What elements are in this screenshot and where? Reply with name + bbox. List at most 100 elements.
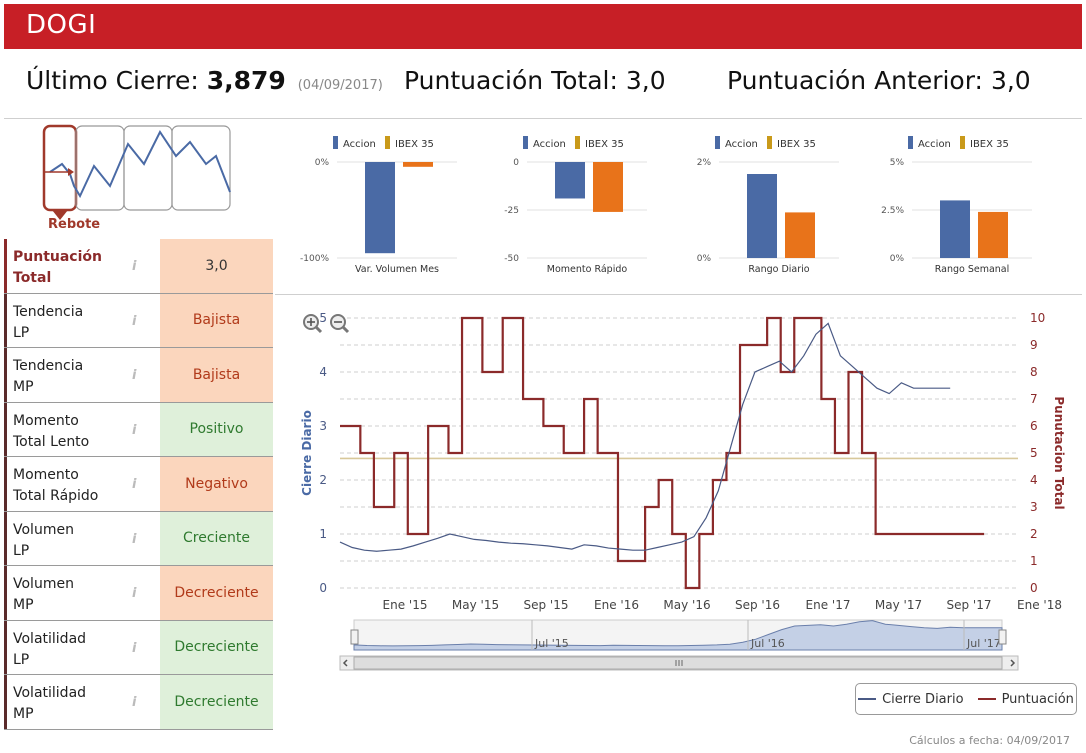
legend-swatch-score xyxy=(977,698,996,700)
indicator-label: Volumen MP xyxy=(4,566,126,620)
right-tick-label: 10 xyxy=(1030,311,1045,325)
zoom-in-icon[interactable] xyxy=(303,314,323,334)
legend-label-ibex: IBEX 35 xyxy=(395,139,434,150)
navigator-handle-left[interactable] xyxy=(350,629,359,645)
indicator-label-line2: LP xyxy=(13,651,30,668)
divider-top xyxy=(4,118,1082,119)
legend-label-ibex: IBEX 35 xyxy=(585,139,624,150)
info-icon[interactable]: i xyxy=(132,422,137,438)
info-icon[interactable]: i xyxy=(132,368,137,383)
indicator-label-line2: MP xyxy=(13,379,34,395)
indicator-row: Volumen LP i Creciente xyxy=(4,511,273,566)
mini-chart-momentum: Accion IBEX 35 0 -25 -50 Momento Rápido xyxy=(475,132,665,280)
indicator-table: Puntuación Total i 3,0 Tendencia LP i Bajista Te… xyxy=(4,239,273,730)
info-icon[interactable]: i xyxy=(132,477,137,492)
info-icon[interactable]: i xyxy=(132,640,137,656)
x-tick-label: May '15 xyxy=(452,598,499,612)
info-icon[interactable]: i xyxy=(132,259,137,274)
indicator-label: Momento Total Rápido xyxy=(4,457,126,511)
tick-label: -100% xyxy=(300,254,329,264)
right-tick-label: 5 xyxy=(1030,446,1038,460)
left-tick-label: 2 xyxy=(319,473,327,487)
total-score-summary: Puntuación Total: 3,0 xyxy=(404,66,666,95)
mini-chart-title: Var. Volumen Mes xyxy=(355,264,439,275)
tick-label: 2.5% xyxy=(881,206,904,216)
mini-chart-daily-range: Accion IBEX 35 2% 0% Rango Diario xyxy=(667,132,857,280)
x-tick-label: Sep '15 xyxy=(524,598,569,612)
last-close-label: Último Cierre: xyxy=(26,66,199,95)
indicator-label-line2: Total Lento xyxy=(13,433,90,450)
navigator-tick-label: Jul '17 xyxy=(966,637,1001,650)
indicator-value: Positivo xyxy=(160,402,273,456)
chart-legend[interactable]: Cierre Diario Puntuación xyxy=(855,683,1077,715)
mini-legend: Accion IBEX 35 xyxy=(523,136,624,150)
price-score-chart[interactable]: 0 1 2 3 4 5 0 1 2 3 4 5 6 7 8 9 10 Cierre Diario Punutacio… xyxy=(295,298,1080,688)
info-icon[interactable]: i xyxy=(132,313,137,329)
legend-item-score[interactable]: Puntuación xyxy=(977,691,1074,707)
x-tick-label: Sep '17 xyxy=(947,598,992,612)
prev-score-label: Puntuación Anterior: xyxy=(727,66,983,95)
x-tick-label: Ene '18 xyxy=(1017,598,1062,612)
info-icon[interactable]: i xyxy=(132,531,137,547)
mini-legend: Accion IBEX 35 xyxy=(715,136,816,150)
left-tick-label: 1 xyxy=(319,527,327,541)
indicator-label: Puntuación Total xyxy=(4,239,126,293)
indicator-label-line1: Tendencia xyxy=(13,358,84,374)
indicator-row: Momento Total Rápido i Negativo xyxy=(4,457,273,512)
tick-label: -50 xyxy=(504,254,519,264)
zoom-out-icon[interactable] xyxy=(330,314,350,334)
indicator-label: Tendencia MP xyxy=(4,348,126,402)
legend-item-close[interactable]: Cierre Diario xyxy=(858,692,964,707)
x-tick-label: Ene '15 xyxy=(383,598,428,612)
legend-label-accion: Accion xyxy=(533,139,566,150)
legend-swatch-accion xyxy=(715,136,720,149)
indicator-value: Creciente xyxy=(160,511,273,565)
scrollbar-thumb[interactable] xyxy=(353,656,1003,670)
left-tick-label: 4 xyxy=(319,365,327,379)
right-tick-label: 2 xyxy=(1030,527,1038,541)
x-tick-label: May '16 xyxy=(663,598,710,612)
bar-ibex-35 xyxy=(593,162,623,212)
info-icon[interactable]: i xyxy=(132,586,137,601)
indicator-label-line2: LP xyxy=(13,542,30,559)
tick-label: -25 xyxy=(504,206,519,216)
indicator-row: Tendencia MP i Bajista xyxy=(4,348,273,403)
navigator-handle-right[interactable] xyxy=(998,629,1007,645)
bar-ibex-35 xyxy=(403,162,433,167)
indicator-label: Momento Total Lento xyxy=(4,402,126,456)
bar-accion xyxy=(747,174,777,258)
legend-swatch-ibex xyxy=(575,136,580,149)
mini-chart-title: Rango Diario xyxy=(748,264,809,275)
indicator-value: Negativo xyxy=(160,457,273,511)
legend-swatch-ibex xyxy=(767,136,772,149)
legend-label-accion: Accion xyxy=(725,139,758,150)
indicator-value: Decreciente xyxy=(160,566,273,620)
mini-legend: Accion IBEX 35 xyxy=(908,136,1009,150)
indicator-value: Decreciente xyxy=(160,620,273,674)
indicator-value: Bajista xyxy=(160,348,273,402)
tick-label: 0% xyxy=(315,158,330,168)
legend-label-score: Puntuación xyxy=(1001,691,1074,707)
left-axis-label: Cierre Diario xyxy=(300,410,314,496)
mini-chart-weekly-range: Accion IBEX 35 5% 2.5% 0% Rango Semanal xyxy=(860,132,1050,280)
header-banner: DOGI xyxy=(4,4,1082,49)
indicator-row: Momento Total Lento i Positivo xyxy=(4,402,273,457)
last-close-value: 3,879 xyxy=(206,66,286,95)
indicator-row: Tendencia LP i Bajista xyxy=(4,293,273,348)
info-icon[interactable]: i xyxy=(132,695,137,710)
indicator-label-line2: MP xyxy=(13,706,34,722)
left-tick-label: 3 xyxy=(319,419,327,433)
legend-swatch-ibex xyxy=(385,136,390,149)
tick-label: 0% xyxy=(697,254,712,264)
right-tick-label: 6 xyxy=(1030,419,1038,433)
right-tick-label: 3 xyxy=(1030,500,1038,514)
navigator-area xyxy=(353,620,1003,651)
right-axis-label: Punutacion Total xyxy=(1052,396,1066,509)
mini-chart-volume: Accion IBEX 35 0% -100% Var. Volumen Mes xyxy=(285,132,475,280)
prev-score-summary: Puntuación Anterior: 3,0 xyxy=(727,66,1031,95)
indicator-label: Volatilidad LP xyxy=(4,620,126,674)
series-line-score xyxy=(340,316,985,590)
navigator-tick-label: Jul '16 xyxy=(750,637,785,650)
x-tick-label: Ene '17 xyxy=(806,598,851,612)
